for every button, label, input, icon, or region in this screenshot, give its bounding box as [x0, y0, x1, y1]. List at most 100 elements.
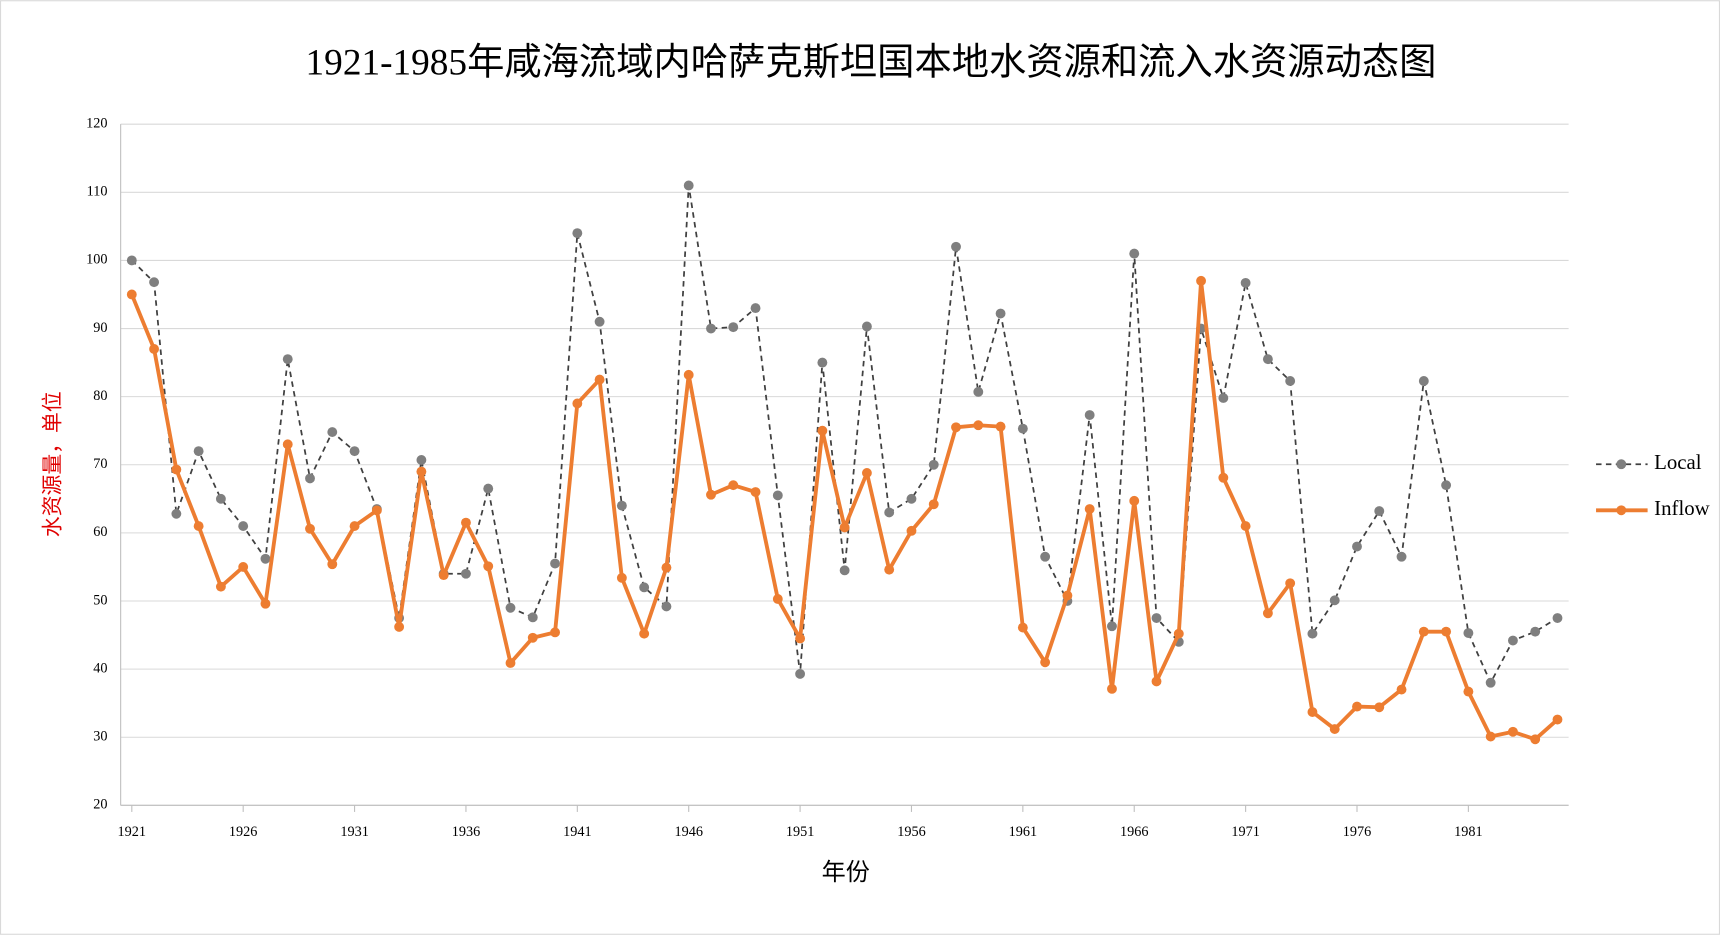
data-point — [1396, 684, 1407, 695]
x-tick-label: 1981 — [1454, 824, 1483, 840]
data-point — [126, 289, 137, 300]
y-tick-label: 60 — [93, 524, 107, 540]
legend-label: Inflow — [1654, 496, 1710, 520]
data-point — [1262, 354, 1273, 365]
data-point — [616, 572, 627, 583]
data-point — [706, 323, 716, 334]
data-point — [795, 668, 806, 679]
data-point — [1084, 504, 1095, 514]
data-point — [1196, 275, 1206, 286]
data-point — [1463, 686, 1474, 697]
data-point — [884, 507, 895, 518]
data-point — [750, 487, 761, 497]
data-point — [349, 446, 360, 457]
data-point — [1040, 551, 1051, 562]
data-point — [505, 602, 516, 613]
y-axis-label: 水资源量，单位 — [41, 391, 65, 537]
data-point — [1463, 628, 1474, 638]
data-point — [1062, 590, 1073, 601]
x-tick-label: 1976 — [1343, 824, 1372, 840]
data-point — [1530, 734, 1541, 745]
data-point — [1418, 626, 1429, 637]
y-tick-label: 70 — [93, 456, 107, 472]
data-point — [1307, 707, 1318, 717]
data-point — [661, 601, 672, 612]
data-point — [527, 612, 538, 623]
data-point — [349, 521, 360, 532]
x-tick-label: 1971 — [1231, 824, 1260, 840]
data-point — [305, 523, 315, 534]
data-point — [1441, 480, 1452, 491]
data-point — [1262, 608, 1273, 619]
data-point — [1040, 657, 1051, 668]
data-point — [728, 322, 739, 333]
data-point — [1552, 714, 1563, 725]
data-point — [438, 570, 449, 581]
data-point — [1107, 683, 1117, 694]
data-point — [1352, 541, 1362, 552]
data-point — [461, 517, 471, 528]
data-point — [1173, 628, 1184, 639]
data-point — [817, 425, 828, 436]
data-point — [639, 582, 650, 593]
data-point — [282, 354, 293, 365]
data-point — [238, 562, 249, 572]
data-point — [1329, 595, 1340, 606]
data-point — [1374, 506, 1385, 517]
y-tick-label: 90 — [93, 320, 107, 336]
data-point — [260, 598, 271, 609]
data-point — [839, 565, 850, 576]
data-point — [1552, 613, 1563, 623]
data-point — [639, 628, 650, 639]
y-tick-label: 30 — [93, 729, 107, 745]
data-point — [1352, 701, 1362, 712]
data-point — [1485, 677, 1496, 688]
data-point — [995, 421, 1006, 432]
x-tick-label: 1951 — [786, 824, 815, 840]
data-point — [772, 594, 783, 604]
data-point — [505, 658, 516, 668]
data-point — [1285, 376, 1296, 386]
data-point — [995, 308, 1006, 319]
data-point — [1107, 621, 1117, 632]
data-point — [906, 525, 917, 536]
data-point — [906, 493, 917, 504]
data-point — [1507, 635, 1518, 646]
data-point — [1129, 248, 1140, 259]
data-point — [193, 446, 204, 457]
x-tick-label: 1921 — [118, 824, 147, 840]
legend-label: Local — [1654, 450, 1702, 474]
x-tick-label: 1961 — [1009, 824, 1037, 840]
data-point — [861, 321, 872, 332]
data-point — [171, 508, 182, 519]
data-point — [928, 499, 939, 510]
data-point — [1307, 628, 1318, 639]
data-point — [884, 564, 895, 575]
data-point — [1441, 626, 1452, 637]
data-point — [817, 357, 828, 368]
data-point — [1240, 521, 1251, 532]
data-point — [126, 255, 137, 266]
data-point — [260, 553, 271, 564]
data-point — [416, 466, 427, 477]
data-point — [327, 559, 338, 570]
data-point — [371, 505, 382, 516]
x-tick-label: 1966 — [1120, 824, 1149, 840]
data-point — [1329, 724, 1340, 734]
data-point — [416, 455, 427, 465]
chart-title: 1921-1985年咸海流域内哈萨克斯坦国本地水资源和流入水资源动态图 — [306, 42, 1437, 84]
data-point — [839, 522, 850, 533]
data-point — [149, 277, 160, 288]
data-point — [861, 467, 872, 478]
data-point — [1485, 731, 1496, 742]
data-point — [928, 459, 939, 470]
data-point — [483, 561, 494, 572]
data-point — [527, 632, 538, 643]
legend-marker — [1616, 459, 1627, 470]
y-tick-label: 20 — [93, 797, 107, 813]
data-point — [1374, 702, 1385, 713]
y-tick-label: 100 — [86, 252, 107, 268]
y-tick-label: 40 — [93, 660, 107, 676]
data-point — [683, 180, 694, 191]
